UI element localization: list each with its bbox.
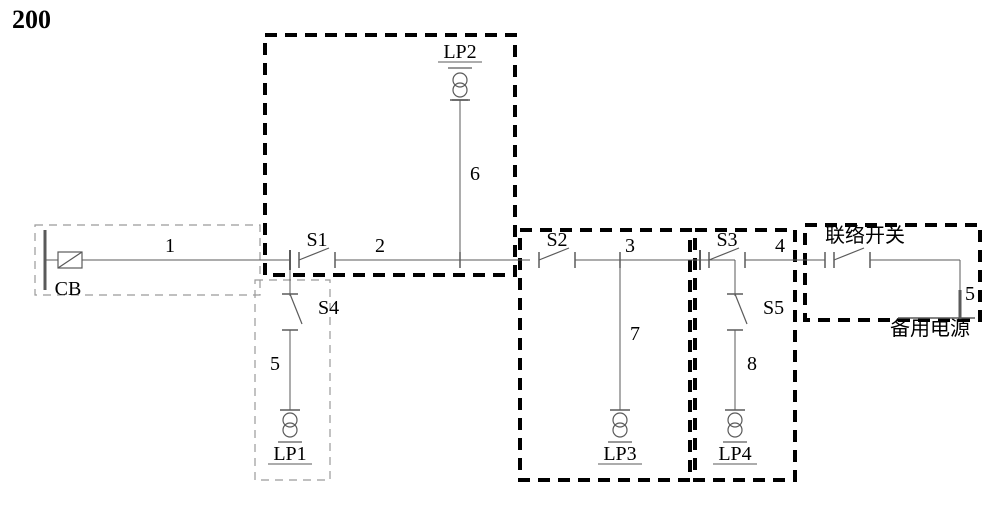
breaker-cb-label: CB: [55, 278, 82, 300]
segment-8-label: 8: [747, 353, 757, 375]
load-lp2-label: LP2: [443, 41, 476, 63]
segment-1-label: 1: [165, 235, 175, 257]
segment-7-label: 7: [630, 323, 640, 345]
segment-5-label: 5: [270, 353, 280, 375]
segment-6-label: 6: [470, 163, 480, 185]
region-heavy-0: [265, 35, 515, 275]
figure-number: 200: [12, 5, 51, 34]
switch-s3-label: S3: [716, 229, 737, 251]
segment-3-label: 3: [625, 235, 635, 257]
segment-4-label: 4: [775, 235, 785, 257]
load-lp4-label: LP4: [718, 443, 751, 465]
load-lp3-label: LP3: [603, 443, 636, 465]
switch-s5-label: S5: [763, 297, 784, 319]
switch-s4-label: S4: [318, 297, 339, 319]
standby-source-label: 备用电源: [890, 317, 970, 340]
tie-switch-label: 联络开关: [825, 224, 905, 247]
segment-5b-label: 5: [965, 283, 975, 305]
switch-s1-label: S1: [306, 229, 327, 251]
switch-s2-label: S2: [546, 229, 567, 251]
load-lp1-label: LP1: [273, 443, 306, 465]
segment-2-label: 2: [375, 235, 385, 257]
